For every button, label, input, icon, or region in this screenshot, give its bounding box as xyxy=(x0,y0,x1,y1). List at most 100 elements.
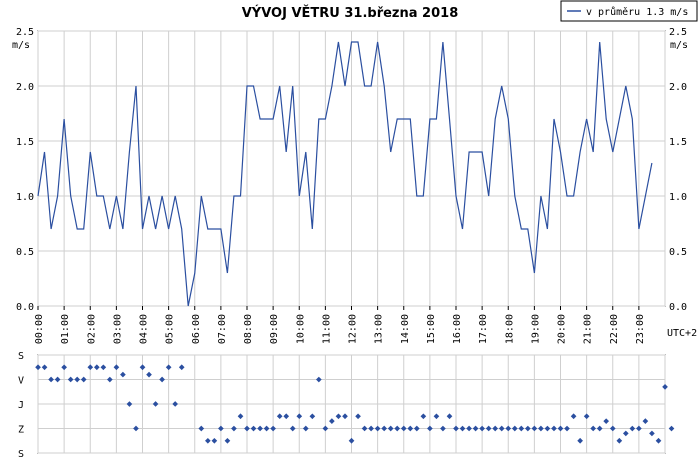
direction-point xyxy=(433,413,440,420)
direction-point xyxy=(459,425,466,432)
direction-point xyxy=(126,401,133,407)
y-unit-left: m/s xyxy=(12,40,30,51)
legend: v průměru 1.3 m/s xyxy=(560,0,698,22)
x-tick-label: 14:00 xyxy=(400,314,411,344)
direction-point xyxy=(322,425,329,432)
direction-point xyxy=(146,371,152,378)
x-axis: 00:00 01:00 02:00 03:00 04:00 05:00 06:00 07:00… xyxy=(34,306,646,344)
x-unit-label: UTC+2 xyxy=(667,328,697,339)
direction-point xyxy=(407,425,414,432)
direction-point xyxy=(342,413,348,420)
direction-point xyxy=(355,413,361,420)
direction-point xyxy=(472,425,479,432)
speed-ytick-label: 0.0 xyxy=(16,302,34,313)
x-tick-label: 17:00 xyxy=(478,314,489,344)
direction-point xyxy=(139,364,146,371)
direction-point xyxy=(629,425,636,432)
direction-point xyxy=(237,413,244,420)
speed-ytick-label-right: 0.0 xyxy=(669,302,687,313)
speed-ytick-label: 0.5 xyxy=(16,247,34,258)
direction-point xyxy=(413,425,420,432)
direction-point xyxy=(374,425,381,432)
direction-point xyxy=(302,425,309,432)
direction-point xyxy=(662,384,668,390)
direction-point xyxy=(309,413,316,420)
direction-point xyxy=(263,425,270,432)
x-tick-label: 05:00 xyxy=(165,314,176,344)
direction-point xyxy=(316,376,322,383)
direction-point xyxy=(244,425,250,432)
direction-point xyxy=(655,437,662,444)
direction-point xyxy=(590,425,596,432)
direction-point xyxy=(289,425,296,432)
direction-point xyxy=(368,425,374,432)
direction-point xyxy=(440,425,446,432)
x-tick-label: 09:00 xyxy=(269,314,280,344)
direction-point xyxy=(335,413,342,420)
direction-point xyxy=(498,425,505,432)
speed-ytick-label-right: 2.5 xyxy=(669,27,687,38)
x-tick-label: 02:00 xyxy=(86,314,97,344)
speed-ytick-label: 1.5 xyxy=(16,137,34,148)
direction-point xyxy=(577,437,583,444)
x-tick-label: 13:00 xyxy=(374,314,385,344)
direction-point xyxy=(479,425,485,432)
speed-ytick-label: 2.0 xyxy=(16,82,34,93)
direction-point xyxy=(485,425,492,432)
direction-point xyxy=(276,413,283,420)
direction-point xyxy=(270,425,276,432)
speed-ytick-label: 2.5 xyxy=(16,27,34,38)
speed-ytick-label-right: 0.5 xyxy=(669,247,687,258)
direction-point xyxy=(61,364,67,371)
direction-point xyxy=(387,425,394,432)
direction-ytick-label: S xyxy=(18,351,24,362)
speed-ytick-label-right: 2.0 xyxy=(669,82,687,93)
direction-point xyxy=(205,437,211,444)
direction-ytick-label: J xyxy=(18,400,24,411)
x-tick-label: 01:00 xyxy=(60,314,71,344)
x-tick-label: 07:00 xyxy=(217,314,228,344)
direction-point xyxy=(224,437,231,444)
direction-point xyxy=(250,425,257,432)
x-tick-label: 06:00 xyxy=(191,314,202,344)
speed-ytick-label: 1.0 xyxy=(16,192,34,203)
speed-series-line xyxy=(37,41,653,307)
direction-point xyxy=(172,401,178,407)
speed-panel: 0.0 0.5 1.0 1.5 2.0 2.5 0.0 0.5 1.0 1.5 2.0 2.5 m/… xyxy=(12,27,688,313)
legend-label: v průměru 1.3 m/s xyxy=(586,6,688,18)
x-tick-label: 11:00 xyxy=(321,314,332,344)
direction-point xyxy=(348,437,355,444)
direction-point xyxy=(642,418,649,424)
direction-point xyxy=(446,413,453,420)
direction-ytick-label: V xyxy=(18,376,24,387)
direction-point xyxy=(525,425,531,432)
x-tick-label: 12:00 xyxy=(348,314,359,344)
direction-point xyxy=(329,418,335,424)
chart-title: VÝVOJ VĚTRU 31.března 2018 xyxy=(242,5,459,21)
direction-point xyxy=(505,425,512,432)
direction-ytick-label: Z xyxy=(18,425,24,436)
x-tick-label: 04:00 xyxy=(139,314,150,344)
direction-point xyxy=(133,425,139,432)
direction-point xyxy=(453,425,459,432)
x-tick-label: 08:00 xyxy=(243,314,254,344)
direction-point xyxy=(80,376,87,383)
x-tick-label: 21:00 xyxy=(583,314,594,344)
direction-point xyxy=(283,413,290,420)
x-tick-label: 18:00 xyxy=(504,314,515,344)
x-tick-label: 22:00 xyxy=(609,314,620,344)
direction-point xyxy=(361,425,368,432)
x-tick-label: 03:00 xyxy=(112,314,123,344)
direction-panel: S V J Z S xyxy=(18,351,675,460)
direction-point xyxy=(557,425,564,432)
direction-point xyxy=(231,425,237,432)
x-tick-label: 20:00 xyxy=(557,314,568,344)
direction-point xyxy=(466,425,472,432)
direction-point xyxy=(218,425,224,432)
speed-ytick-label-right: 1.5 xyxy=(669,137,687,148)
x-tick-label: 19:00 xyxy=(530,314,541,344)
x-tick-label: 16:00 xyxy=(452,314,463,344)
x-tick-label: 10:00 xyxy=(295,314,306,344)
direction-point xyxy=(296,413,303,420)
x-tick-label: 23:00 xyxy=(635,314,646,344)
